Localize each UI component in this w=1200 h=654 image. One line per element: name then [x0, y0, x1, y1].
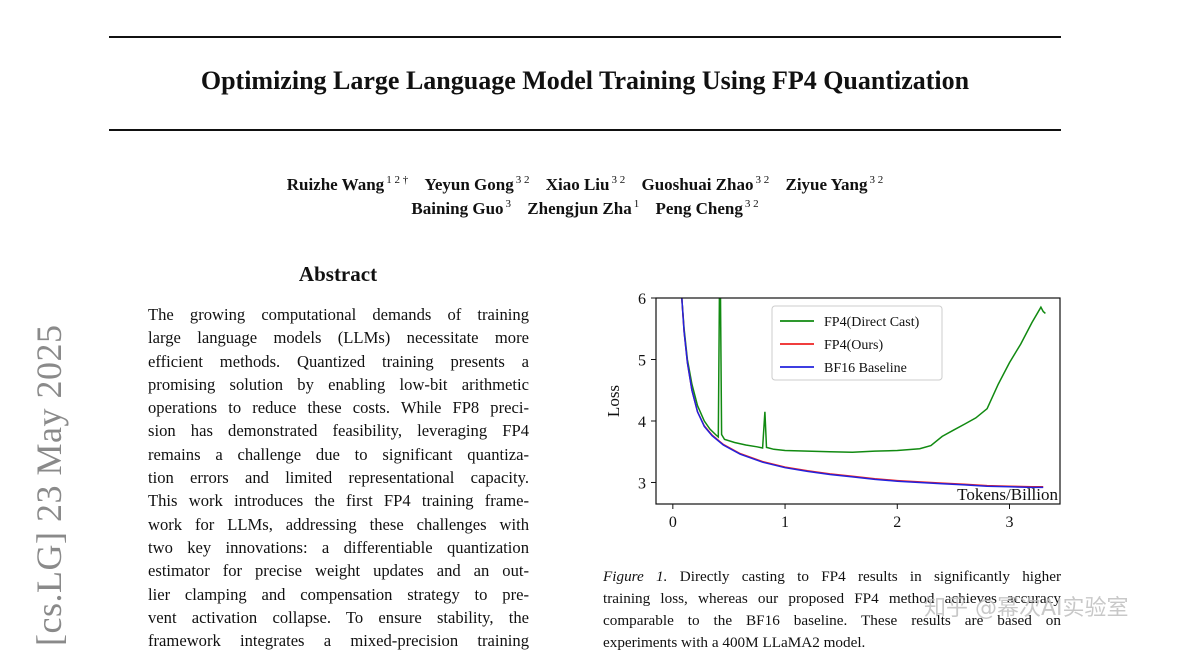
author: Baining Guo 3: [411, 198, 512, 218]
legend-label: FP4(Ours): [824, 338, 883, 353]
series-line: [681, 298, 1046, 454]
title-bottom-rule: [109, 129, 1061, 131]
author: Guoshuai Zhao 3 2: [641, 174, 770, 194]
legend-box: [771, 305, 943, 381]
caption-label: Figure 1.: [603, 568, 668, 585]
series-line: [681, 298, 1044, 489]
y-tick-label: 6: [638, 291, 646, 308]
author: Ziyue Yang 3 2: [785, 174, 884, 194]
legend-label: BF16 Baseline: [824, 361, 907, 376]
abstract-line: efficient methods. Quantized training pr…: [148, 351, 529, 371]
zhihu-watermark: 知乎 @幂次AI实验室: [924, 596, 1129, 621]
x-tick-label: 3: [1006, 514, 1014, 531]
abstract-line: This work introduces the first FP4 train…: [148, 491, 529, 511]
author: Xiao Liu 3 2: [545, 174, 626, 194]
abstract-heading: Abstract: [298, 262, 378, 286]
plot-frame: [655, 297, 1061, 505]
abstract-line: remains a challenge due to significant q…: [148, 444, 529, 464]
x-tick-label: 1: [781, 514, 789, 531]
loss-curve-chart: 0 1 2 3 3 4 5 6 Loss Tokens/Billion FP4(Direct Cas…: [604, 291, 1061, 531]
arxiv-side-stamp: [cs.LG] 23 May 2025: [29, 324, 69, 646]
abstract-line: sion has demonstrated feasibility, lever…: [148, 421, 529, 441]
abstract-line: framework integrates a mixed-precision t…: [148, 631, 529, 651]
abstract-line: work for LLMs, addressing these challeng…: [148, 514, 529, 534]
abstract-line: large language models (LLMs) necessitate…: [148, 328, 529, 348]
abstract-line: promising solution by enabling low-bit a…: [148, 374, 529, 394]
abstract-line: operations to reduce these costs. While …: [148, 398, 529, 418]
abstract-line: The growing computational demands of tra…: [148, 305, 529, 324]
x-axis-label: Tokens/Billion: [957, 485, 1058, 504]
abstract-line: vent activation collapse. To ensure stab…: [148, 607, 529, 627]
y-axis-label: Loss: [604, 385, 623, 417]
paper-title: Optimizing Large Language Model Training…: [200, 66, 970, 95]
abstract-body: The growing computational demands of tra…: [148, 303, 529, 652]
author-list-line-1: Ruizhe Wang 1 2 † Yeyun Gong 3 2 Xiao Liu 3…: [109, 174, 1061, 195]
y-tick-label: 3: [638, 475, 646, 492]
x-tick-label: 2: [893, 514, 901, 531]
abstract-line: tion errors and limited representational…: [148, 468, 529, 488]
abstract-line: lier clamping and compensation strategy …: [148, 584, 529, 604]
caption-line: training loss, whereas our proposed FP4 …: [603, 590, 1061, 607]
x-tick-label: 0: [669, 514, 677, 531]
abstract-line: two key innovations: a differentiable qu…: [148, 537, 529, 557]
author-list-line-2: Baining Guo 3 Zhengjun Zha 1 Peng Cheng 3 2: [109, 198, 1061, 219]
caption-line: comparable to the BF16 baseline. These r…: [603, 612, 1061, 629]
author: Peng Cheng 3 2: [655, 198, 759, 218]
legend-label: FP4(Direct Cast): [824, 315, 920, 330]
y-tick-label: 4: [638, 414, 646, 431]
abstract-line: estimator for precise weight updates and…: [148, 561, 529, 581]
caption-line: Figure 1. Directly casting to FP4 result…: [603, 568, 1061, 585]
y-tick-label: 5: [638, 352, 646, 369]
caption-line: experiments with a 400M LLaMA2 model.: [603, 634, 866, 651]
title-top-rule: [109, 36, 1061, 38]
author: Yeyun Gong 3 2: [424, 174, 530, 194]
figure-caption: Figure 1. Directly casting to FP4 result…: [603, 566, 1061, 654]
author: Ruizhe Wang 1 2 †: [286, 174, 409, 194]
author: Zhengjun Zha 1: [527, 198, 640, 218]
